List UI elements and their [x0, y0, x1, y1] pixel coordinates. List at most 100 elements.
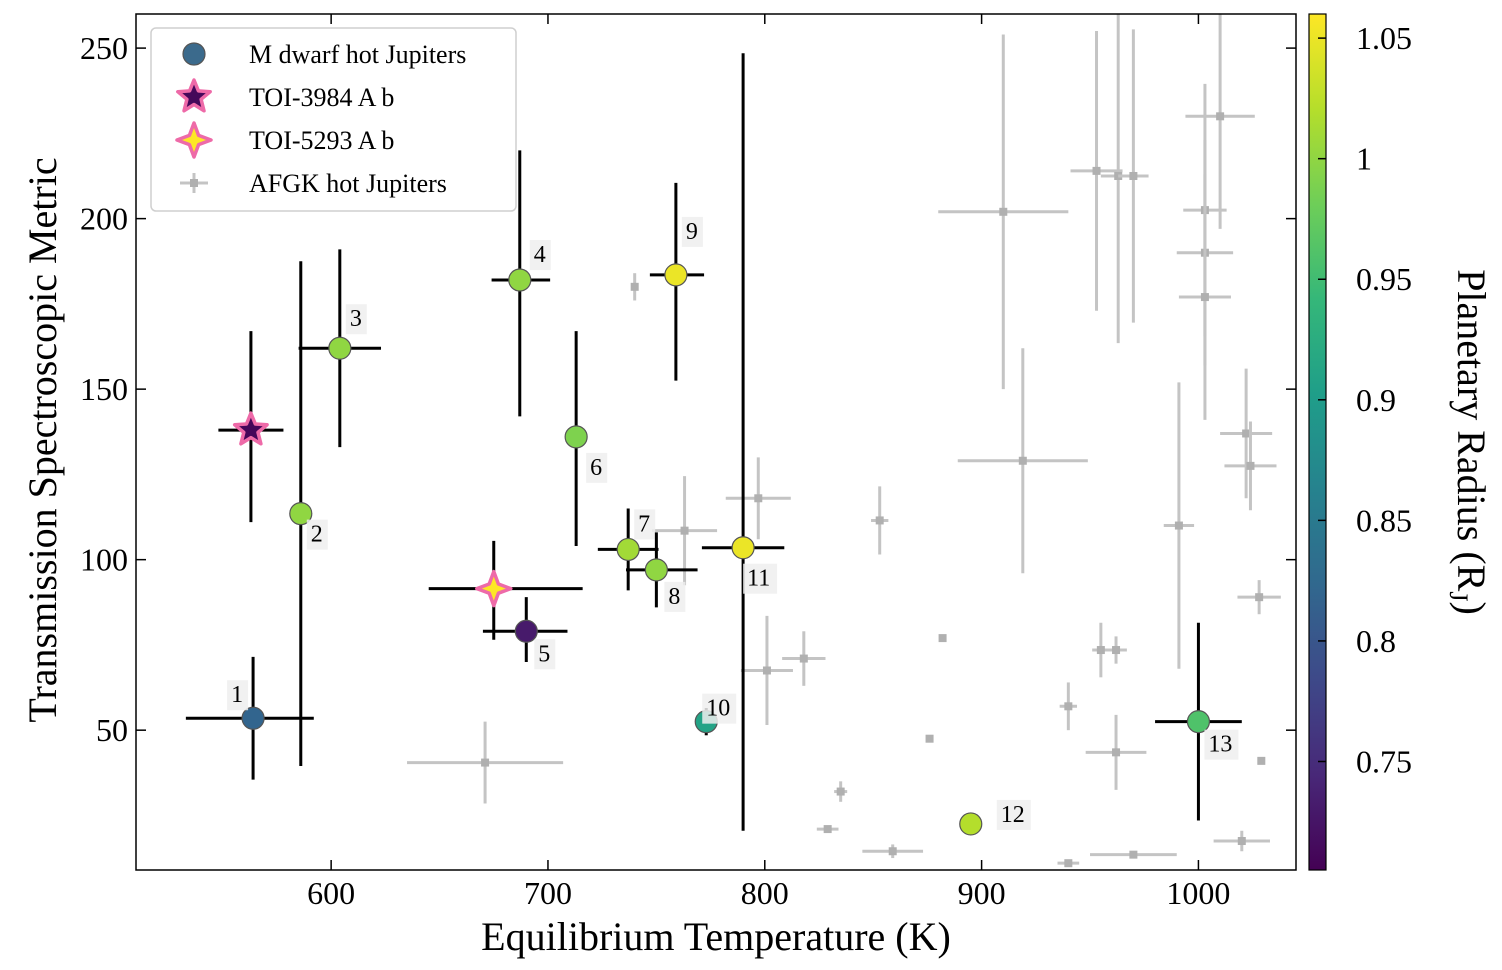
afgk-point-13 — [938, 34, 1069, 390]
point-label: 4 — [534, 242, 546, 268]
afgk-point-17 — [1070, 31, 1123, 311]
point-label-bg — [702, 693, 737, 724]
afgk-point-8 — [834, 781, 848, 802]
afgk-point-7 — [816, 825, 839, 834]
point-label-bg — [529, 240, 551, 271]
colorbar-tick-label: 0.95 — [1356, 261, 1412, 297]
point-label: 12 — [1001, 802, 1025, 828]
point-label: 5 — [538, 641, 550, 667]
afgk-point-23 — [1090, 850, 1177, 859]
x-tick-label: 700 — [524, 875, 572, 911]
hot-jupiter-point-2: 2 — [289, 261, 328, 766]
x-tick-label: 900 — [958, 875, 1006, 911]
afgk-point-12 — [938, 634, 947, 643]
colorbar-tick-label: 0.75 — [1356, 743, 1412, 779]
afgk-point-2 — [630, 273, 639, 301]
afgk-point-5 — [740, 615, 793, 726]
legend-entry-2: TOI-3984 A b — [176, 78, 394, 113]
point-label: 6 — [590, 455, 602, 481]
colorbar-gradient — [1308, 13, 1327, 871]
afgk-point-15 — [1059, 682, 1078, 731]
y-axis-title: Transmission Spectroscopic Metric — [20, 157, 65, 722]
colorbar-tick-label: 0.8 — [1356, 623, 1396, 659]
hot-jupiter-point-12: 12 — [959, 799, 1031, 836]
hot-jupiter-point-3: 3 — [298, 249, 382, 448]
y-tick-label: 100 — [80, 542, 128, 578]
afgk-point-6 — [782, 631, 826, 686]
colorbar-tick-label: 1.05 — [1356, 20, 1412, 56]
y-tick-label: 150 — [80, 371, 128, 407]
point-label-bg — [1204, 729, 1239, 760]
legend-label: TOI-5293 A b — [249, 126, 394, 155]
legend-label: M dwarf hot Jupiters — [249, 40, 466, 69]
afgk-point-27 — [1178, 174, 1231, 420]
x-tick-label: 1000 — [1166, 875, 1230, 911]
legend-square-icon — [190, 179, 198, 187]
colorbar: 0.75 0.8 0.85 0.9 0.95 1 1.05 Planetary Radius … — [1308, 13, 1494, 871]
point-label-bg — [743, 563, 778, 594]
afgk-point-14 — [957, 348, 1088, 574]
legend-label: TOI-3984 A b — [249, 83, 394, 112]
legend-entry-1: M dwarf hot Jupiters — [182, 40, 466, 69]
legend-circle-icon — [182, 42, 206, 66]
point-label: 2 — [311, 522, 323, 548]
afgk-point-32 — [1237, 580, 1281, 615]
afgk-point-33 — [1257, 756, 1266, 765]
hot-jupiter-point-9: 9 — [649, 182, 705, 381]
hot-jupiter-point-13: 13 — [1155, 622, 1242, 821]
hot-jupiter-point-10: 10 — [694, 693, 737, 736]
x-axis-title: Equilibrium Temperature (K) — [481, 914, 951, 959]
point-label: 7 — [638, 511, 650, 537]
legend: M dwarf hot Jupiters TOI-3984 A b TOI-5293… — [150, 27, 517, 212]
point-label: 3 — [350, 306, 362, 332]
afgk-point-11 — [925, 734, 934, 743]
point-label: 10 — [706, 696, 730, 722]
afgk-point-9 — [871, 486, 889, 555]
legend-entry-4: AFGK hot Jupiters — [180, 169, 447, 198]
point-label-bg — [306, 519, 328, 550]
point-label-bg — [634, 509, 656, 540]
afgk-point-22 — [1118, 29, 1149, 323]
legend-star-icon — [176, 78, 212, 113]
afgk-point-3 — [652, 476, 718, 586]
hot-jupiter-point-5: 5 — [482, 597, 568, 670]
hot-jupiter-point-6: 6 — [564, 331, 608, 547]
hot-jupiter-point-7: 7 — [597, 508, 659, 591]
afgk-hot-jupiters-series — [407, 14, 1281, 868]
afgk-point-30 — [1220, 368, 1273, 499]
point-label-bg — [227, 680, 249, 711]
hot-jupiter-point-4: 4 — [491, 150, 551, 417]
colorbar-tick-label: 0.85 — [1356, 502, 1412, 538]
point-label-bg — [586, 452, 608, 483]
colorbar-title: Planetary Radius (RJ) — [1444, 269, 1494, 615]
point-label-bg — [664, 581, 686, 612]
legend-entry-3: TOI-5293 A b — [175, 121, 394, 159]
point-label: 9 — [686, 219, 698, 245]
legend-label: AFGK hot Jupiters — [249, 169, 447, 198]
afgk-point-31 — [1224, 421, 1277, 511]
toi-3984-point — [218, 331, 284, 523]
legend-four-star-icon — [175, 121, 213, 159]
hot-jupiter-point-11: 11 — [701, 53, 785, 831]
point-label: 13 — [1208, 732, 1232, 758]
plot-axes: 600 700 800 900 1000 50 100 150 200 250 Equilibriu… — [20, 13, 1297, 959]
colorbar-tick-label: 1 — [1356, 141, 1372, 177]
afgk-point-16 — [1057, 859, 1080, 868]
afgk-point-10 — [862, 844, 924, 859]
afgk-point-4 — [725, 457, 791, 540]
point-label-bg — [534, 639, 556, 670]
y-tick-label: 200 — [80, 201, 128, 237]
x-tick-label: 800 — [741, 875, 789, 911]
x-tick-label: 600 — [307, 875, 355, 911]
point-label: 8 — [668, 584, 680, 610]
afgk-point-24 — [1163, 382, 1195, 669]
legend-box — [150, 27, 517, 212]
hot-jupiter-point-1: 1 — [185, 656, 314, 780]
y-tick-label: 250 — [80, 30, 128, 66]
toi-5293-point — [428, 540, 583, 640]
afgk-point-28 — [1185, 14, 1255, 229]
afgk-point-19 — [1105, 636, 1127, 664]
plot-frame — [135, 13, 1297, 871]
